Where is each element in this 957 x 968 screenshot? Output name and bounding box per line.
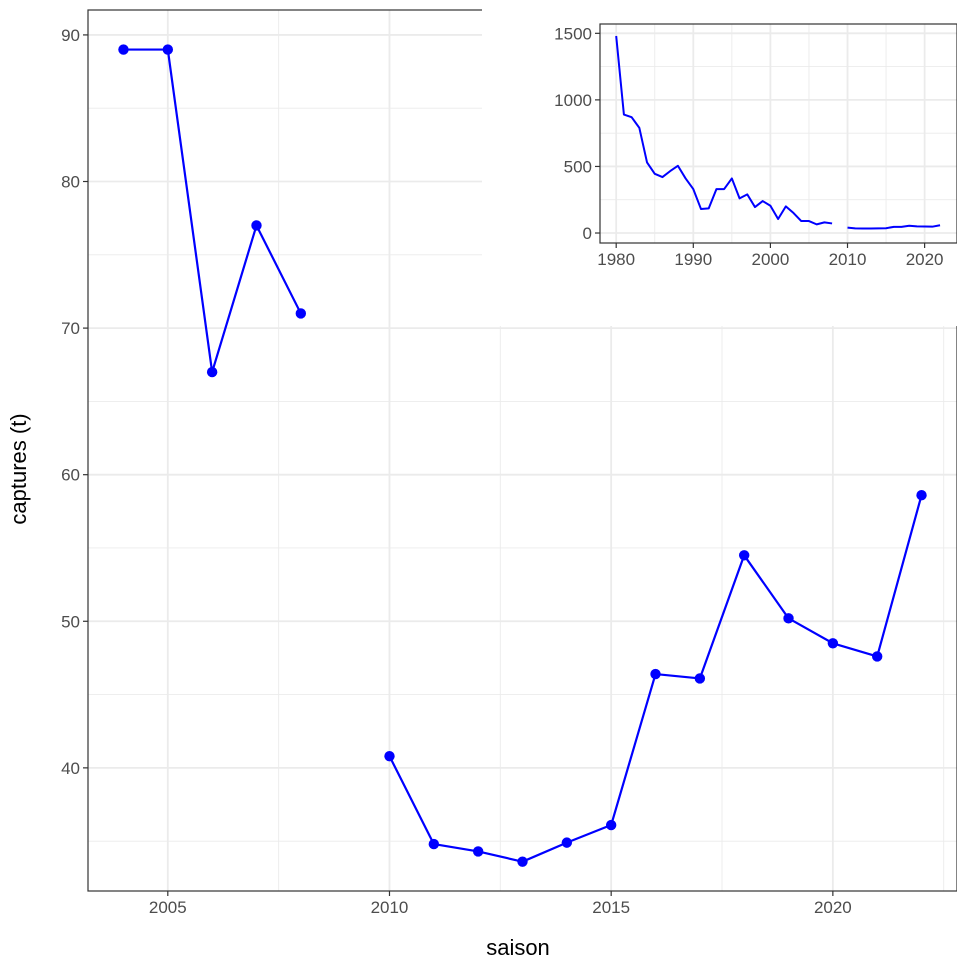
main-data-point xyxy=(916,490,927,501)
main-data-point xyxy=(251,220,262,231)
inset-y-tick-label: 1000 xyxy=(554,91,592,110)
inset-series-line-segment-1 xyxy=(615,35,833,226)
inset-x-tick-label: 2020 xyxy=(906,250,944,269)
main-x-tick-label: 2010 xyxy=(371,898,409,917)
inset-x-tick-label: 2000 xyxy=(751,250,789,269)
main-y-tick-label: 50 xyxy=(61,612,80,631)
inset-series-line-segment-2 xyxy=(847,224,941,230)
main-data-point xyxy=(428,838,440,850)
main-data-point xyxy=(783,613,794,624)
inset-y-tick-label: 0 xyxy=(583,224,592,243)
main-y-tick-label: 70 xyxy=(61,319,80,338)
main-data-point xyxy=(561,837,573,848)
main-data-point xyxy=(384,750,395,762)
main-y-tick-label: 90 xyxy=(61,26,80,45)
inset-x-tick-label: 1980 xyxy=(597,250,635,269)
main-data-point xyxy=(605,819,617,831)
main-y-tick-label: 40 xyxy=(61,759,80,778)
main-data-point xyxy=(650,668,661,680)
inset-x-tick-label: 2010 xyxy=(829,250,867,269)
main-x-tick-label: 2015 xyxy=(592,898,630,917)
main-data-point xyxy=(472,846,484,857)
main-data-point xyxy=(162,44,174,55)
main-data-point xyxy=(694,673,706,684)
x-axis-title: saison xyxy=(486,935,550,960)
y-axis-title: captures (t) xyxy=(6,413,31,524)
inset-x-tick-label: 1990 xyxy=(674,250,712,269)
main-data-point xyxy=(517,856,528,867)
main-data-point xyxy=(295,308,307,319)
main-data-point xyxy=(118,44,129,55)
inset-panel-border xyxy=(599,23,957,244)
inset-y-tick-label: 1500 xyxy=(554,24,592,43)
inset-plot-panel: 1980 1990 2000 2010 2020 0 500 1000 1500 xyxy=(482,0,957,326)
main-data-point xyxy=(827,638,839,649)
inset-y-tick-label: 500 xyxy=(564,157,592,176)
main-x-tick-label: 2005 xyxy=(149,898,187,917)
main-y-tick-label: 80 xyxy=(61,173,80,192)
main-data-point xyxy=(738,550,750,561)
main-data-point xyxy=(871,651,883,662)
main-y-tick-label: 60 xyxy=(61,466,80,485)
main-x-tick-label: 2020 xyxy=(814,898,852,917)
main-data-point xyxy=(206,366,218,378)
